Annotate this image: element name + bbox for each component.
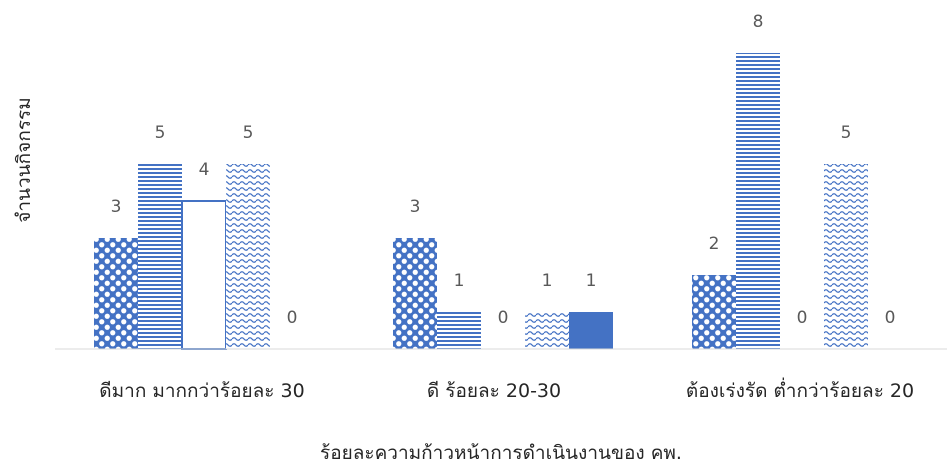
y-axis-title: จำนวนกิจกรรม: [13, 97, 35, 223]
bar-s3-c0: [226, 164, 270, 349]
value-label-s4-c1: 1: [586, 271, 597, 291]
value-label-s3-c0: 5: [243, 123, 254, 143]
category-labels-layer: ดีมาก มากกว่าร้อยละ 30 ดี ร้อยละ 20-30 ต้อ…: [99, 377, 914, 402]
value-label-s1-c2: 8: [753, 12, 764, 32]
value-label-s1-c0: 5: [155, 123, 166, 143]
bar-s0-c0: [94, 238, 138, 349]
value-label-s2-c2: 0: [797, 308, 808, 328]
value-label-s4-c2: 0: [885, 308, 896, 328]
value-label-s0-c2: 2: [709, 234, 720, 254]
value-label-s2-c0: 4: [199, 160, 210, 180]
category-label-0: ดีมาก มากกว่าร้อยละ 30: [99, 380, 304, 402]
bar-s3-c1: [525, 312, 569, 349]
value-label-s3-c2: 5: [841, 123, 852, 143]
value-label-s2-c1: 0: [498, 308, 509, 328]
bars-layer: [94, 53, 868, 350]
value-label-s4-c0: 0: [287, 308, 298, 328]
value-label-s1-c1: 1: [454, 271, 465, 291]
x-axis-title: ร้อยละความก้าวหน้าการดำเนินงานของ คพ.: [320, 442, 682, 464]
bar-s3-c2: [824, 164, 868, 349]
bar-s0-c2: [692, 275, 736, 349]
bar-s1-c1: [437, 312, 481, 349]
bar-s0-c1: [393, 238, 437, 349]
bar-s1-c0: [138, 164, 182, 349]
bar-s4-c1: [569, 312, 613, 349]
value-labels-layer: 3 5 4 5 0 3 1 0 1 1 2 8 0 5 0: [111, 12, 896, 328]
category-label-2: ต้องเร่งรัด ต่ำกว่าร้อยละ 20: [686, 377, 914, 402]
bar-s2-c0: [181, 200, 227, 350]
value-label-s0-c0: 3: [111, 197, 122, 217]
value-label-s0-c1: 3: [410, 197, 421, 217]
value-label-s3-c1: 1: [542, 271, 553, 291]
bar-s1-c2: [736, 53, 780, 349]
category-label-1: ดี ร้อยละ 20-30: [427, 380, 561, 402]
